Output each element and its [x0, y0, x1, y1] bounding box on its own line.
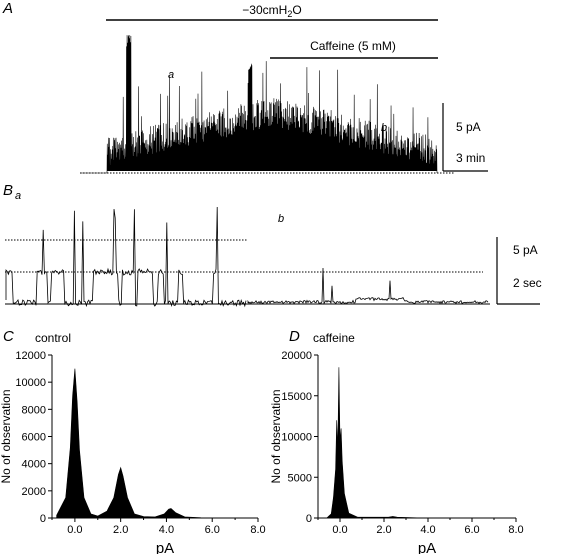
- y-tick-label: 12000: [15, 350, 46, 362]
- x-tick-label: 0.0: [332, 524, 347, 536]
- trace-a-scale-x-label: 3 min: [456, 151, 485, 165]
- x-tick-label: 6.0: [464, 524, 479, 536]
- y-tick-label: 0: [40, 513, 46, 525]
- trace-a-signal: [80, 35, 438, 174]
- x-axis-label: pA: [156, 540, 174, 554]
- histogram-caffeine: 0 5000 10000 15000 20000 0.0 2.0 4.0 6.0 8.0 pA No …: [269, 350, 524, 554]
- histogram-control: 0 2000 4000 6000 8000 10000 12000 0.0 2.0 4.0 6.0 8…: [0, 350, 266, 554]
- y-tick-label: 20000: [281, 350, 312, 362]
- histogram-area: [326, 367, 517, 519]
- x-tick-label: 2.0: [376, 524, 391, 536]
- x-tick-label: 0.0: [67, 524, 82, 536]
- trace-a-scale-y-label: 5 pA: [456, 120, 481, 134]
- trace-b-signal-caffeine: [247, 267, 489, 305]
- x-tick-label: 4.0: [159, 524, 174, 536]
- trace-b-mark-b: b: [278, 213, 284, 225]
- trace-b-signal-control: [5, 206, 247, 308]
- panel-a-letter: A: [2, 0, 13, 17]
- histogram-caffeine-title: caffeine: [313, 331, 355, 345]
- trace-b-scale-y-label: 5 pA: [513, 243, 538, 257]
- panel-b-letter: B: [3, 182, 13, 199]
- y-axis-label: No of observation: [269, 389, 283, 483]
- trace-b-scale-x-label: 2 sec: [513, 276, 542, 290]
- x-tick-label: 4.0: [420, 524, 435, 536]
- y-tick-label: 2000: [22, 486, 46, 498]
- y-tick-label: 10000: [281, 432, 312, 444]
- histogram-control-title: control: [35, 331, 71, 345]
- y-tick-label: 4000: [22, 459, 46, 471]
- y-tick-label: 15000: [281, 391, 312, 403]
- x-tick-label: 2.0: [113, 524, 128, 536]
- y-tick-label: 6000: [22, 432, 46, 444]
- x-tick-label: 6.0: [205, 524, 220, 536]
- y-tick-label: 10000: [15, 377, 46, 389]
- caffeine-label: Caffeine (5 mM): [310, 39, 396, 53]
- y-axis-label: No of observation: [0, 389, 13, 483]
- y-tick-label: 8000: [22, 404, 46, 416]
- y-tick-label: 0: [306, 513, 312, 525]
- pressure-label: −30cmH2O: [242, 3, 301, 19]
- x-axis-label: pA: [418, 540, 436, 554]
- panel-b-sub-letter: a: [15, 190, 21, 202]
- x-tick-label: 8.0: [250, 524, 265, 536]
- trace-a-mark-a: a: [168, 69, 174, 81]
- trace-a-mark-b: b: [381, 122, 387, 134]
- panel-d-letter: D: [289, 328, 300, 345]
- y-tick-label: 5000: [288, 472, 312, 484]
- histogram-area: [56, 368, 259, 519]
- panel-c-letter: C: [3, 328, 14, 345]
- x-tick-label: 8.0: [508, 524, 523, 536]
